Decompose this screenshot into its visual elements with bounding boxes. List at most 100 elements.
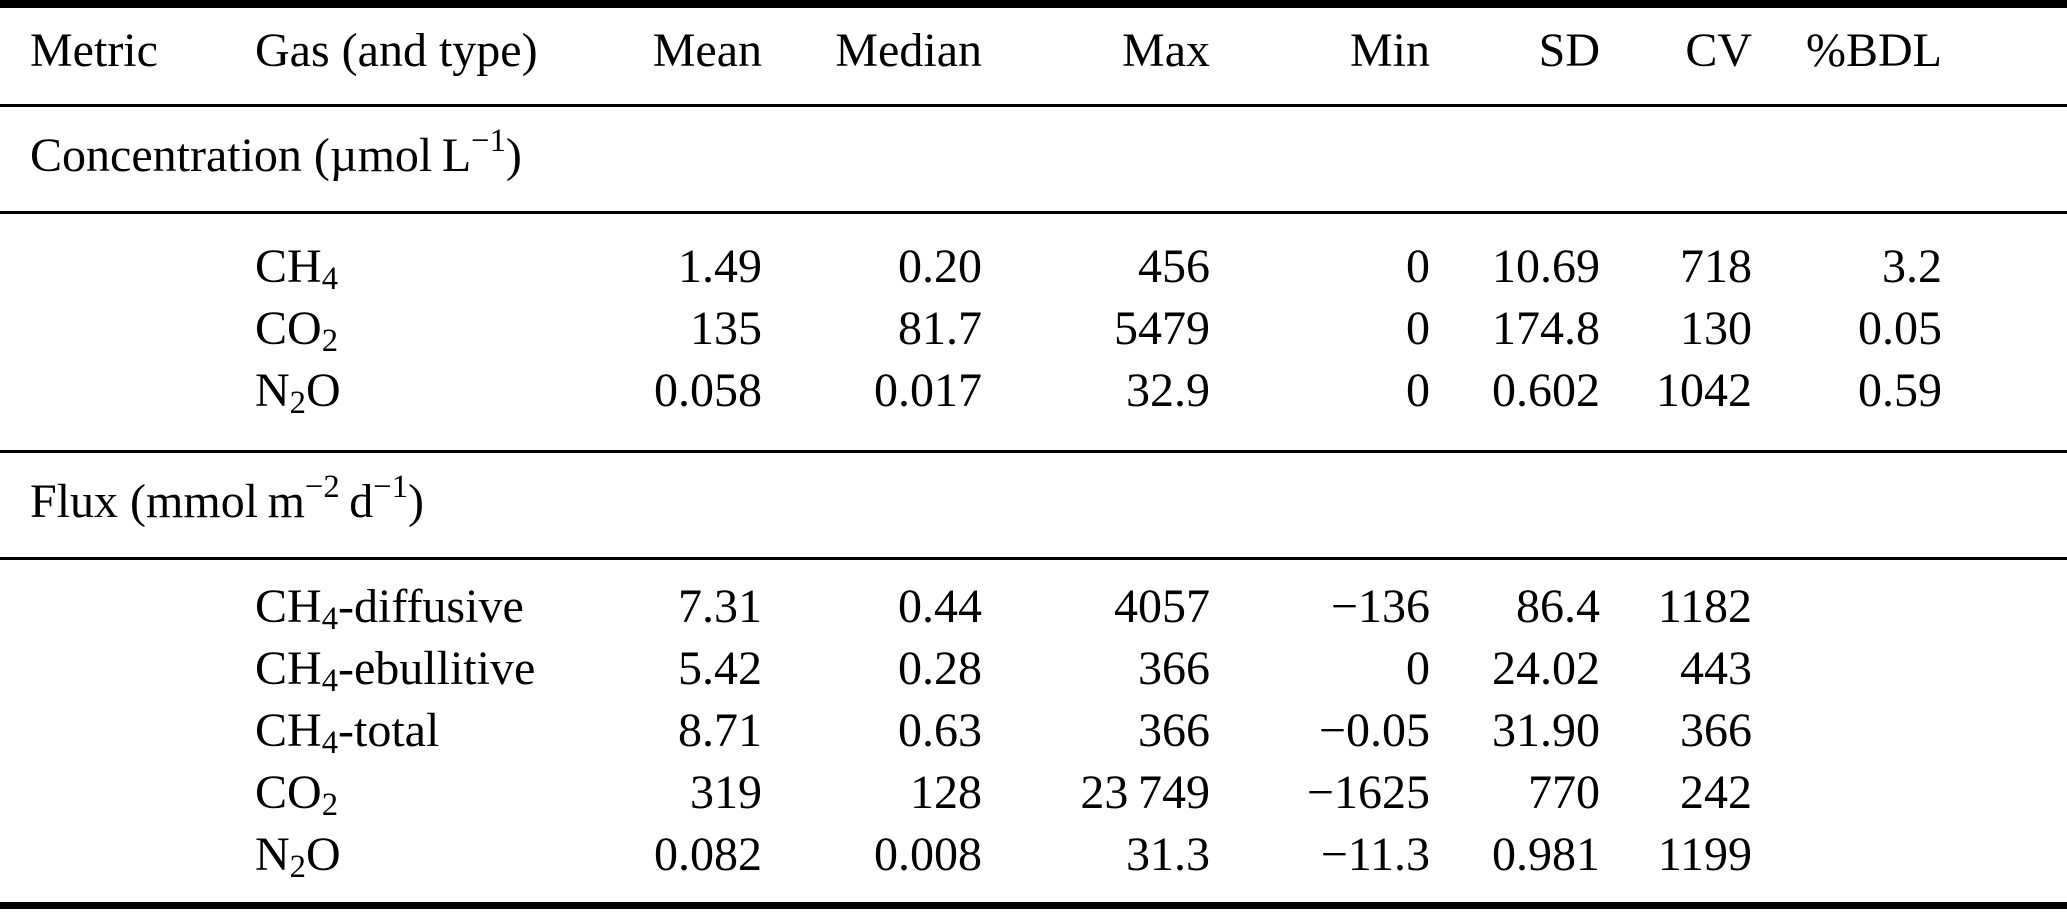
section-concentration: Concentration (µmol L−1) CH4 1.49 0.20 4… xyxy=(0,105,2067,452)
column-header-cv: CV xyxy=(1685,24,1752,77)
cell-min: 0 xyxy=(1406,364,1430,417)
gas-suffix: O xyxy=(305,364,341,417)
cell-metric xyxy=(0,762,255,824)
cell-bdl xyxy=(1752,559,2067,639)
cell-metric xyxy=(0,824,255,906)
gas-label: CH4-total xyxy=(255,700,492,762)
gas-subscript: 4 xyxy=(321,261,338,298)
cell-mean: 5.42 xyxy=(678,642,762,695)
cell-bdl xyxy=(1752,824,2067,906)
gas-subscript: 2 xyxy=(321,323,338,360)
section-title-text: ) xyxy=(505,129,522,182)
column-header-bdl: %BDL xyxy=(1806,24,1942,77)
section-title-text: Concentration (µmol L xyxy=(30,129,472,182)
cell-bdl xyxy=(1752,638,2067,700)
cell-mean: 0.082 xyxy=(654,828,762,881)
cell-max: 456 xyxy=(1138,240,1210,293)
cell-median: 81.7 xyxy=(898,302,982,355)
cell-median: 0.28 xyxy=(898,642,982,695)
cell-median: 0.017 xyxy=(874,364,982,417)
section-title-text: Flux (mmol m xyxy=(30,475,305,528)
cell-median: 0.63 xyxy=(898,704,982,757)
gas-label: CO2 xyxy=(255,298,492,360)
column-header-metric: Metric xyxy=(30,24,158,77)
table-row: CO2 319 128 23 749 −1625 770 242 xyxy=(0,762,2067,824)
cell-cv: 130 xyxy=(1680,302,1752,355)
cell-bdl: 0.05 xyxy=(1858,302,1942,355)
gas-suffix: -total xyxy=(338,704,440,757)
section-title-flux: Flux (mmol m−2 d−1) xyxy=(0,452,2067,559)
cell-mean: 0.058 xyxy=(654,364,762,417)
cell-sd: 24.02 xyxy=(1492,642,1600,695)
cell-max: 366 xyxy=(1138,642,1210,695)
cell-sd: 10.69 xyxy=(1492,240,1600,293)
gas-label: CO2 xyxy=(255,762,492,824)
column-header-gas: Gas (and type) xyxy=(255,24,538,77)
table-row: CO2 135 81.7 5479 0 174.8 130 0.05 xyxy=(0,298,2067,360)
gas-subscript: 4 xyxy=(321,725,338,762)
cell-sd: 31.90 xyxy=(1492,704,1600,757)
cell-mean: 1.49 xyxy=(678,240,762,293)
cell-min: −11.3 xyxy=(1320,828,1430,881)
gas-base: CO xyxy=(255,302,322,355)
gas-base: N xyxy=(255,364,290,417)
gas-base: CO xyxy=(255,766,322,819)
table-row: N2O 0.082 0.008 31.3 −11.3 0.981 1199 xyxy=(0,824,2067,906)
gas-subscript: 4 xyxy=(321,663,338,700)
gas-base: N xyxy=(255,828,290,881)
cell-median: 0.008 xyxy=(874,828,982,881)
cell-metric xyxy=(0,638,255,700)
table-row: CH4-ebullitive 5.42 0.28 366 0 24.02 443 xyxy=(0,638,2067,700)
cell-max: 4057 xyxy=(1114,580,1210,633)
unit-superscript: −2 xyxy=(304,468,340,505)
cell-sd: 0.981 xyxy=(1492,828,1600,881)
cell-bdl xyxy=(1752,762,2067,824)
cell-cv: 1199 xyxy=(1657,828,1752,881)
header-row: Metric Gas (and type) Mean Median Max Mi… xyxy=(0,4,2067,106)
cell-cv: 366 xyxy=(1680,704,1752,757)
gas-subscript: 2 xyxy=(289,849,306,886)
gas-label: N2O xyxy=(255,360,492,452)
gas-base: CH xyxy=(255,580,322,633)
cell-min: 0 xyxy=(1406,642,1430,695)
cell-median: 0.20 xyxy=(898,240,982,293)
gas-label: N2O xyxy=(255,824,492,906)
table-row: CH4-diffusive 7.31 0.44 4057 −136 86.4 1… xyxy=(0,559,2067,639)
cell-metric xyxy=(0,213,255,299)
gas-subscript: 4 xyxy=(321,601,338,638)
cell-bdl: 0.59 xyxy=(1858,364,1942,417)
column-header-min: Min xyxy=(1349,24,1430,77)
section-title-concentration: Concentration (µmol L−1) xyxy=(0,106,2067,213)
column-header-max: Max xyxy=(1122,24,1210,77)
cell-sd: 174.8 xyxy=(1492,302,1600,355)
cell-cv: 242 xyxy=(1680,766,1752,819)
table-row: N2O 0.058 0.017 32.9 0 0.602 1042 0.59 xyxy=(0,360,2067,452)
table-row: CH4-total 8.71 0.63 366 −0.05 31.90 366 xyxy=(0,700,2067,762)
gas-base: CH xyxy=(255,240,322,293)
cell-min: −1625 xyxy=(1306,766,1430,819)
unit-superscript: −1 xyxy=(373,468,409,505)
cell-metric xyxy=(0,559,255,639)
table-header: Metric Gas (and type) Mean Median Max Mi… xyxy=(0,4,2067,106)
section-title-row: Flux (mmol m−2 d−1) xyxy=(0,451,2067,559)
column-header-sd: SD xyxy=(1538,24,1600,77)
cell-min: 0 xyxy=(1406,240,1430,293)
cell-max: 23 749 xyxy=(1080,766,1210,819)
cell-bdl: 3.2 xyxy=(1882,240,1942,293)
cell-min: −0.05 xyxy=(1318,704,1430,757)
cell-mean: 7.31 xyxy=(678,580,762,633)
gas-label: CH4-diffusive xyxy=(255,559,524,639)
cell-mean: 319 xyxy=(690,766,762,819)
cell-sd: 0.602 xyxy=(1492,364,1600,417)
section-title-row: Concentration (µmol L−1) xyxy=(0,105,2067,213)
cell-metric xyxy=(0,298,255,360)
cell-metric xyxy=(0,360,255,452)
cell-median: 0.44 xyxy=(898,580,982,633)
table-row: CH4 1.49 0.20 456 0 10.69 718 3.2 xyxy=(0,213,2067,299)
gas-suffix: -ebullitive xyxy=(338,642,536,695)
cell-min: −136 xyxy=(1330,580,1430,633)
section-title-text: ) xyxy=(408,475,424,528)
cell-max: 366 xyxy=(1138,704,1210,757)
